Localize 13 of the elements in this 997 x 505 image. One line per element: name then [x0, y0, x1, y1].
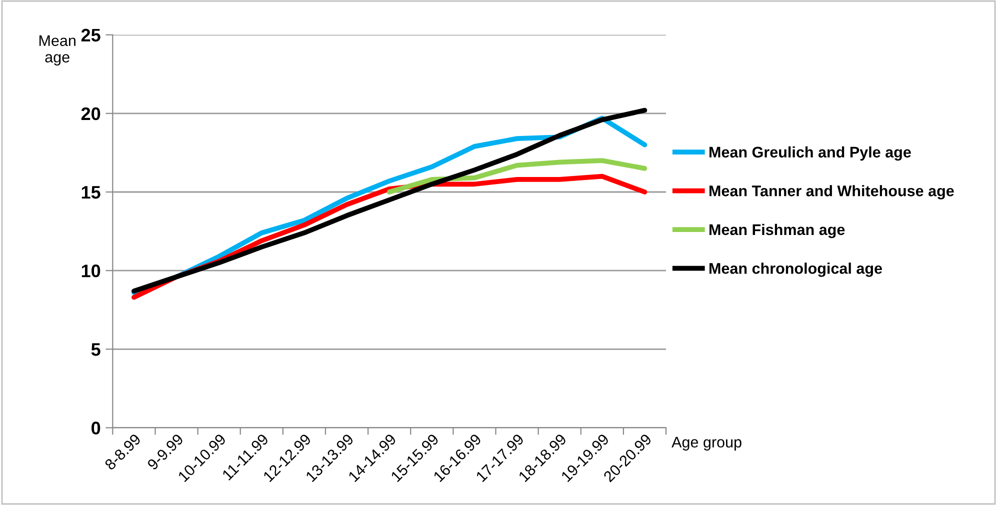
legend-label: Mean chronological age	[710, 262, 882, 277]
legend-label: Mean Fishman age	[710, 224, 845, 238]
y-tick-label: 25	[81, 28, 100, 42]
line-series	[386, 158, 648, 194]
y-tick-label: 5	[91, 343, 100, 356]
x-axis-title: Age group	[672, 436, 742, 451]
y-axis-title: Mean age	[39, 35, 76, 66]
y-tick-label: 0	[92, 422, 100, 434]
legend-label: Mean Greulich and Pyle age	[710, 146, 911, 161]
legend-label: Mean Tanner and Whitehouse age	[710, 185, 954, 200]
y-tick-label: 15	[82, 186, 100, 199]
y-tick-label: 20	[81, 107, 100, 120]
y-tick-label: 10	[82, 264, 100, 278]
